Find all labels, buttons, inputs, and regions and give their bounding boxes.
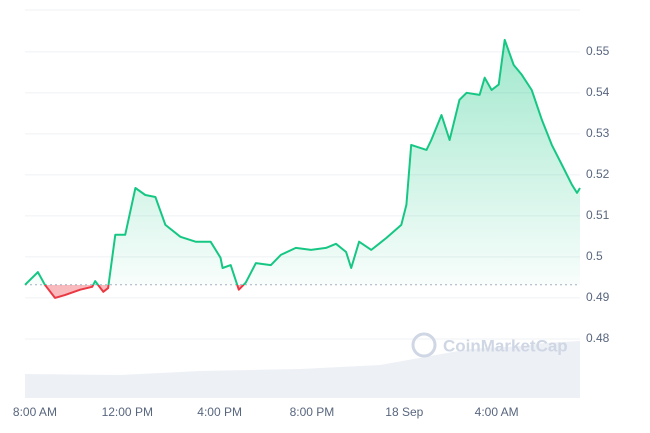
- x-tick-label: 8:00 PM: [290, 405, 335, 419]
- watermark-logo: [411, 332, 437, 358]
- watermark: CoinMarketCap: [411, 332, 568, 358]
- x-tick-label: 4:00 AM: [475, 405, 519, 419]
- y-tick-label: 0.51: [586, 208, 610, 222]
- y-tick-label: 0.55: [586, 44, 610, 58]
- price-line: [24, 38, 581, 299]
- y-tick-label: 0.52: [586, 167, 610, 181]
- watermark-text: CoinMarketCap: [443, 336, 568, 355]
- y-tick-label: 0.54: [586, 85, 610, 99]
- x-tick-label: 18 Sep: [385, 405, 423, 419]
- x-tick-label: 8:00 AM: [13, 405, 57, 419]
- area-fill: [25, 39, 580, 298]
- y-tick-label: 0.53: [586, 126, 610, 140]
- y-tick-label: 0.48: [586, 331, 610, 345]
- y-tick-label: 0.5: [586, 249, 603, 263]
- x-tick-label: 4:00 PM: [197, 405, 242, 419]
- volume-area: [25, 341, 580, 398]
- y-tick-label: 0.49: [586, 290, 610, 304]
- x-tick-label: 12:00 PM: [102, 405, 153, 419]
